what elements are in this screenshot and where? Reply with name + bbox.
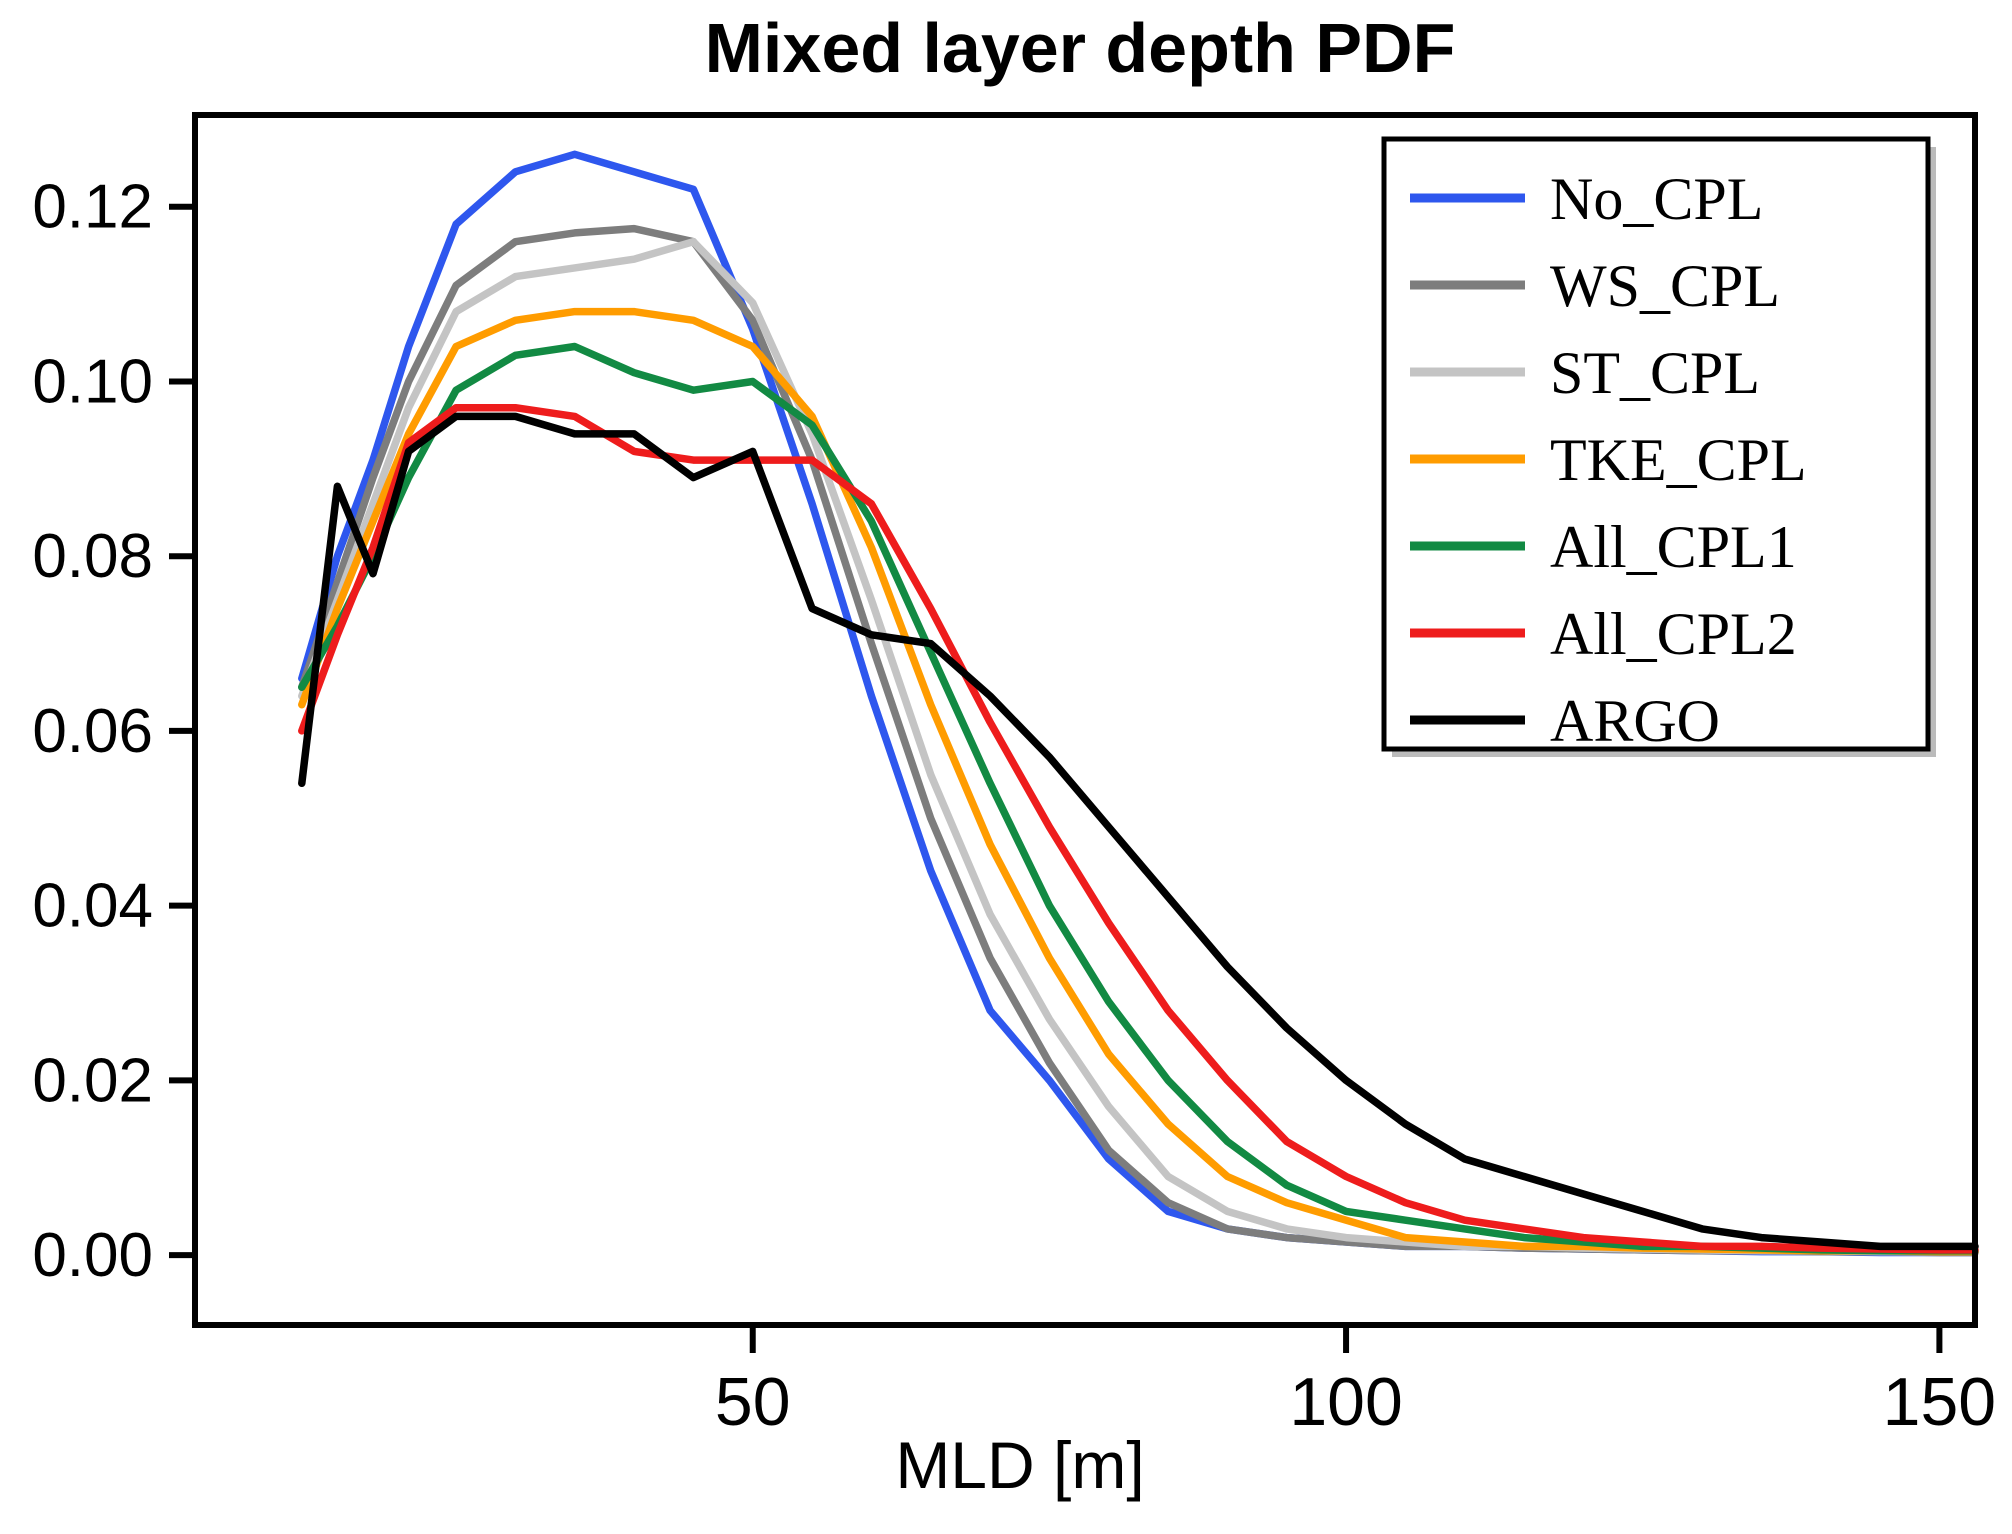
- y-tick-label: 0.02: [32, 1046, 153, 1115]
- legend-label-All_CPL2: All_CPL2: [1550, 601, 1797, 667]
- legend-label-ARGO: ARGO: [1550, 688, 1720, 754]
- legend-entry-All_CPL1: All_CPL1: [1410, 514, 1797, 580]
- y-tick-label: 0.00: [32, 1221, 153, 1290]
- x-axis-label: MLD [m]: [895, 1428, 1144, 1502]
- legend-entry-ARGO: ARGO: [1410, 688, 1720, 754]
- legend-label-All_CPL1: All_CPL1: [1550, 514, 1797, 580]
- chart-title: Mixed layer depth PDF: [705, 9, 1456, 87]
- series-line-ARGO: [298, 412, 1979, 1251]
- legend-label-TKE_CPL: TKE_CPL: [1550, 427, 1807, 493]
- legend: No_CPL WS_CPL ST_CPL TKE_CPL All_CPL1 All_CPL…: [1381, 136, 1936, 757]
- y-tick-label: 0.08: [32, 522, 153, 591]
- legend-entry-TKE_CPL: TKE_CPL: [1410, 427, 1807, 493]
- plot-border: [192, 112, 1978, 1328]
- y-tick-label: 0.10: [32, 347, 153, 416]
- series-line-All_CPL2: [298, 403, 1979, 1254]
- legend-entry-WS_CPL: WS_CPL: [1410, 253, 1780, 319]
- legend-entry-No_CPL: No_CPL: [1410, 166, 1763, 232]
- legend-label-ST_CPL: ST_CPL: [1550, 340, 1760, 406]
- legend-label-WS_CPL: WS_CPL: [1550, 253, 1780, 319]
- legend-entry-ST_CPL: ST_CPL: [1410, 340, 1760, 406]
- y-tick-label: 0.12: [32, 173, 153, 242]
- legend-box: [1381, 136, 1931, 752]
- legend-entry-All_CPL2: All_CPL2: [1410, 601, 1797, 667]
- y-tick-label: 0.04: [32, 872, 153, 941]
- legend-label-No_CPL: No_CPL: [1550, 166, 1763, 232]
- x-tick-label: 100: [1289, 1364, 1402, 1440]
- x-tick-label: 150: [1883, 1364, 1996, 1440]
- tick-group: 0.00 0.02 0.04 0.06 0.08 0.10 0.12 50 100 150: [32, 173, 1996, 1440]
- y-tick-label: 0.06: [32, 697, 153, 766]
- series-group: [298, 150, 1979, 1257]
- x-tick-label: 50: [715, 1364, 791, 1440]
